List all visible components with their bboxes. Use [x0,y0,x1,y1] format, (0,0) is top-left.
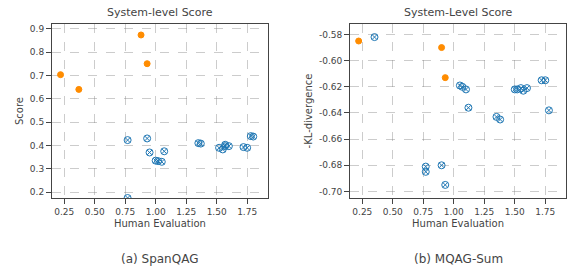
svg-text:-0.64: -0.64 [319,108,343,118]
svg-text:0.25: 0.25 [352,207,372,217]
svg-text:0.4: 0.4 [30,141,45,151]
svg-text:1.75: 1.75 [535,207,555,217]
svg-text:-KL-divergence: -KL-divergence [303,74,314,149]
svg-text:-0.62: -0.62 [319,82,342,92]
svg-text:1.00: 1.00 [444,207,464,217]
svg-text:-0.70: -0.70 [319,187,343,197]
svg-text:0.75: 0.75 [413,207,433,217]
svg-text:0.5: 0.5 [30,117,44,127]
svg-text:System-Level Score: System-Level Score [404,6,513,19]
svg-text:Human Evaluation: Human Evaluation [412,218,504,229]
svg-text:1.75: 1.75 [237,207,257,217]
svg-text:-0.58: -0.58 [319,30,343,40]
svg-text:System-level Score: System-level Score [107,6,213,19]
svg-text:0.75: 0.75 [115,207,135,217]
svg-text:1.50: 1.50 [207,207,227,217]
svg-text:Score: Score [14,97,25,125]
svg-text:(a) SpanQAG: (a) SpanQAG [121,252,198,266]
svg-text:-0.68: -0.68 [319,160,343,170]
svg-text:0.50: 0.50 [85,207,105,217]
svg-text:0.25: 0.25 [54,207,74,217]
svg-text:0.9: 0.9 [30,24,45,34]
svg-text:1.25: 1.25 [474,207,494,217]
svg-text:-0.60: -0.60 [319,56,343,66]
svg-text:0.7: 0.7 [30,71,44,81]
svg-text:0.8: 0.8 [30,47,45,57]
svg-text:0.6: 0.6 [30,94,45,104]
svg-text:1.25: 1.25 [176,207,196,217]
svg-text:-0.66: -0.66 [319,134,343,144]
svg-text:0.2: 0.2 [30,187,44,197]
svg-text:Human Evaluation: Human Evaluation [114,218,206,229]
svg-text:1.00: 1.00 [146,207,166,217]
svg-text:0.50: 0.50 [383,207,403,217]
svg-text:(b) MQAG-Sum: (b) MQAG-Sum [414,252,503,266]
svg-text:0.3: 0.3 [30,164,44,174]
svg-text:1.50: 1.50 [505,207,525,217]
